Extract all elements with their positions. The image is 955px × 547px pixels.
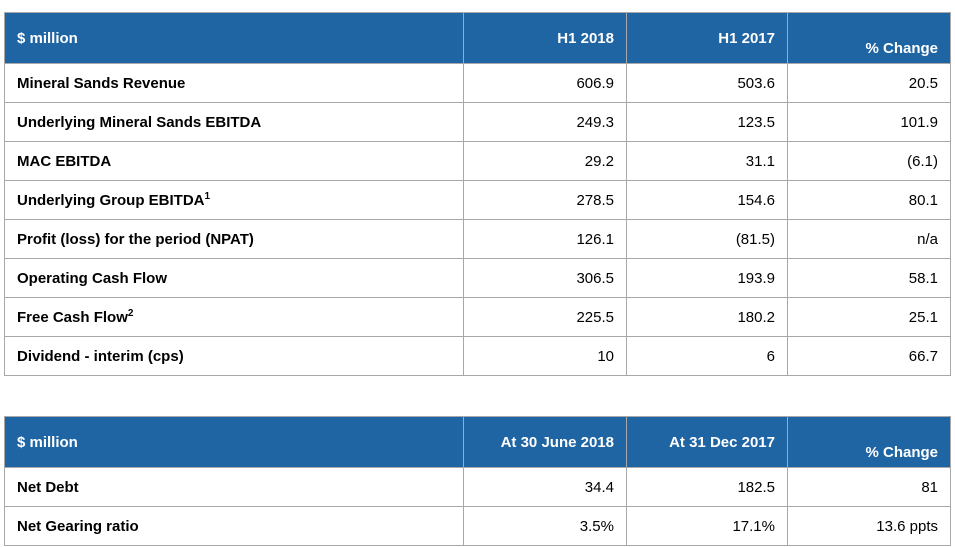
row-label-text: Mineral Sands Revenue [17,74,186,92]
cell-change: 81 [787,467,951,507]
row-label: Net Debt [4,467,464,507]
cell-h1-2017: 123.5 [626,102,788,142]
cell-dec-2017: 17.1% [626,506,788,546]
cell-h1-2017: 154.6 [626,180,788,220]
table-row: Operating Cash Flow 306.5 193.9 58.1 [4,258,951,298]
cell-change: 20.5 [787,63,951,103]
row-label-text: Free Cash Flow [17,308,128,326]
row-label-text: Profit (loss) for the period (NPAT) [17,230,254,248]
cell-change: 66.7 [787,336,951,376]
row-label: Operating Cash Flow [4,258,464,298]
header-percent-change: % Change [787,12,951,64]
header-h1-2017: H1 2017 [626,12,788,64]
table-row: Dividend - interim (cps) 10 6 66.7 [4,336,951,376]
cell-change: (6.1) [787,141,951,181]
cell-h1-2018: 225.5 [463,297,627,337]
row-label-text: Dividend - interim (cps) [17,347,184,365]
row-label: Underlying Group EBITDA1 [4,180,464,220]
row-label-text: MAC EBITDA [17,152,112,170]
row-label: Underlying Mineral Sands EBITDA [4,102,464,142]
cell-h1-2018: 10 [463,336,627,376]
header-unit: $ million [4,12,464,64]
cell-h1-2017: (81.5) [626,219,788,259]
cell-change: 13.6 ppts [787,506,951,546]
table-row: Profit (loss) for the period (NPAT) 126.1… [4,219,951,259]
table-header-row: $ million At 30 June 2018 At 31 Dec 2017… [4,416,951,468]
row-label-text: Underlying Mineral Sands EBITDA [17,113,262,131]
cell-h1-2017: 6 [626,336,788,376]
table-row: Net Gearing ratio 3.5% 17.1% 13.6 ppts [4,506,951,546]
row-label-text: Net Gearing ratio [17,517,139,535]
header-unit: $ million [4,416,464,468]
cell-h1-2018: 29.2 [463,141,627,181]
table-header-row: $ million H1 2018 H1 2017 % Change [4,12,951,64]
cell-h1-2018: 306.5 [463,258,627,298]
cell-change: 25.1 [787,297,951,337]
row-label: Net Gearing ratio [4,506,464,546]
cell-jun-2018: 34.4 [463,467,627,507]
cell-h1-2018: 126.1 [463,219,627,259]
cell-change: n/a [787,219,951,259]
cell-h1-2017: 503.6 [626,63,788,103]
cell-h1-2018: 606.9 [463,63,627,103]
table-row: Underlying Mineral Sands EBITDA 249.3 123.… [4,102,951,142]
header-at-30-june-2018: At 30 June 2018 [463,416,627,468]
cell-h1-2017: 193.9 [626,258,788,298]
half-year-results-table: $ million H1 2018 H1 2017 % Change Miner… [4,12,951,376]
row-label-text: Net Debt [17,478,79,496]
row-label: Mineral Sands Revenue [4,63,464,103]
cell-h1-2017: 31.1 [626,141,788,181]
footnote-marker: 2 [127,307,134,319]
row-label: Free Cash Flow2 [4,297,464,337]
cell-change: 101.9 [787,102,951,142]
cell-jun-2018: 3.5% [463,506,627,546]
cell-h1-2018: 278.5 [463,180,627,220]
cell-change: 80.1 [787,180,951,220]
footnote-marker: 1 [204,190,211,202]
row-label-text: Underlying Group EBITDA [17,191,205,209]
cell-h1-2017: 180.2 [626,297,788,337]
row-label-text: Operating Cash Flow [17,269,168,287]
cell-change: 58.1 [787,258,951,298]
header-percent-change: % Change [787,416,951,468]
balance-sheet-table: $ million At 30 June 2018 At 31 Dec 2017… [4,416,951,546]
header-h1-2018: H1 2018 [463,12,627,64]
table-row: Mineral Sands Revenue 606.9 503.6 20.5 [4,63,951,103]
row-label: MAC EBITDA [4,141,464,181]
row-label: Dividend - interim (cps) [4,336,464,376]
header-at-31-dec-2017: At 31 Dec 2017 [626,416,788,468]
cell-h1-2018: 249.3 [463,102,627,142]
row-label: Profit (loss) for the period (NPAT) [4,219,464,259]
table-row: Underlying Group EBITDA1 278.5 154.6 80.1 [4,180,951,220]
cell-dec-2017: 182.5 [626,467,788,507]
table-row: MAC EBITDA 29.2 31.1 (6.1) [4,141,951,181]
table-row: Free Cash Flow2 225.5 180.2 25.1 [4,297,951,337]
table-row: Net Debt 34.4 182.5 81 [4,467,951,507]
